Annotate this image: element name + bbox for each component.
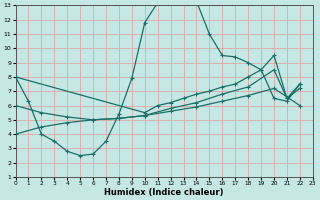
X-axis label: Humidex (Indice chaleur): Humidex (Indice chaleur) — [104, 188, 224, 197]
